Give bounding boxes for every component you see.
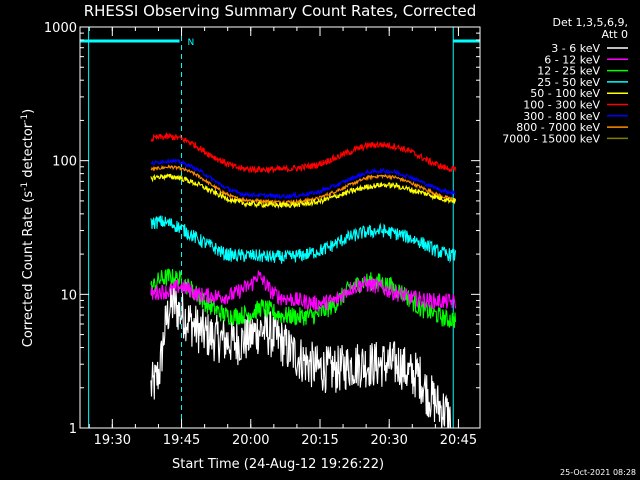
x-axis-label: Start Time (24-Aug-12 19:26:22) [172,457,384,472]
legend-label: 800 - 7000 keV [516,121,600,134]
y-axis-label: Corrected Count Rate (s-1 detector-1) [20,109,36,347]
legend-header-detectors: Det 1,3,5,6,9, [552,16,628,29]
legend-label: 100 - 300 keV [523,99,600,112]
x-tick-label: 19:30 [94,433,131,448]
x-tick-label: 20:15 [301,433,338,448]
series-3-6-kev [150,283,452,428]
night-marker-label: N [188,38,195,48]
y-tick-label: 1 [69,422,77,437]
series-100-300-kev [150,131,457,175]
x-tick-label: 20:30 [370,433,407,448]
series-800-7000-kev [150,164,457,206]
series-50-100-kev [150,173,457,210]
y-tick-label: 1000 [44,21,77,36]
legend-label: 25 - 50 keV [537,76,600,89]
legend-label: 50 - 100 keV [530,87,600,100]
x-tick-label: 20:00 [232,433,269,448]
series-25-50-kev [150,215,457,264]
timestamp: 25-Oct-2021 08:28 [560,468,636,477]
legend-label: 7000 - 15000 keV [502,132,600,145]
chart-title: RHESSI Observing Summary Count Rates, Co… [84,2,477,20]
x-tick-label: 20:45 [440,433,477,448]
series-6-12-kev [150,270,457,312]
legend-label: 6 - 12 keV [544,53,600,66]
series-300-800-kev [150,158,456,200]
y-tick-label: 10 [60,288,77,303]
legend-label: 300 - 800 keV [523,110,600,123]
y-tick-label: 100 [52,155,77,170]
x-tick-label: 19:45 [163,433,200,448]
legend-label: 3 - 6 keV [551,42,600,55]
legend-header-attenuator: Att 0 [602,28,628,41]
plot-area: N [80,27,480,428]
legend-label: 12 - 25 keV [537,65,600,78]
plot-frame [79,26,481,429]
axes: 1 10 100 1000 19:30 19:45 20:00 20:15 20:30 20:45 [44,21,481,448]
